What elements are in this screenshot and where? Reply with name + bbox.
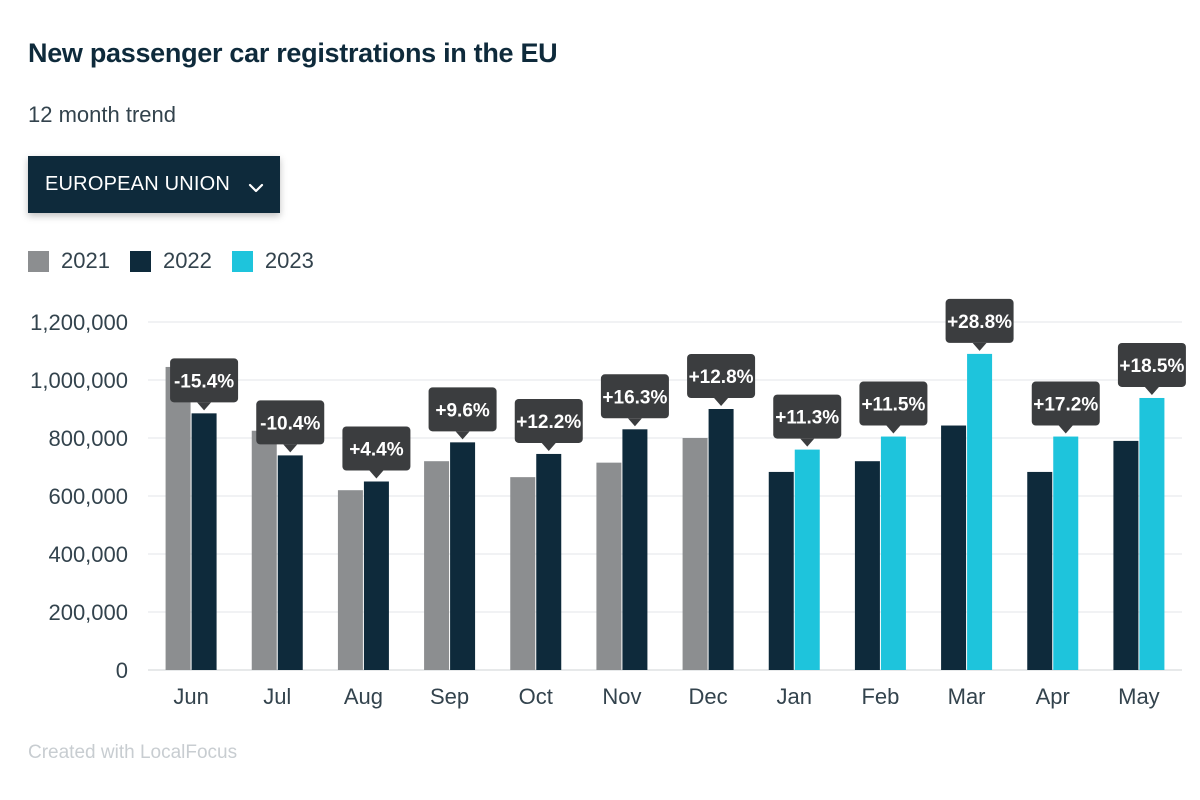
bar-2023-apr — [1053, 436, 1079, 670]
x-tick-label: Apr — [1036, 684, 1070, 709]
change-label: +28.8% — [947, 312, 1012, 333]
bar-2022-may — [1113, 440, 1139, 670]
legend-label: 2021 — [61, 248, 110, 273]
x-tick-label: Nov — [602, 684, 641, 709]
x-tick-label: Mar — [948, 684, 986, 709]
change-label: +12.8% — [689, 367, 754, 388]
change-callout-pointer — [455, 431, 470, 440]
change-label: +12.2% — [516, 412, 581, 433]
change-callout-box — [600, 374, 669, 419]
change-callout-box — [859, 381, 928, 426]
legend-item-2021[interactable]: 2021 — [28, 248, 110, 274]
legend-label: 2022 — [162, 248, 212, 273]
x-tick-label: May — [1118, 684, 1160, 709]
change-label: -15.4% — [174, 371, 234, 392]
change-callout-box — [773, 394, 842, 439]
change-callout-pointer — [800, 438, 815, 447]
legend-item-2023[interactable]: 2023 — [231, 248, 314, 274]
change-label: -10.4% — [260, 413, 320, 434]
bar-2021-nov — [596, 462, 622, 670]
legend-label: 2023 — [264, 248, 314, 273]
x-tick-label: Jul — [263, 684, 291, 709]
bar-2021-jun — [165, 366, 191, 670]
legend-swatch — [28, 250, 49, 272]
x-tick-label: Jan — [777, 684, 812, 709]
y-tick-label: 200,000 — [48, 600, 128, 625]
change-callout-box — [342, 426, 411, 471]
bar-2022-dec — [708, 409, 734, 670]
bar-2021-sep — [424, 461, 450, 670]
y-tick-label: 800,000 — [48, 426, 128, 451]
bar-2022-jan — [768, 471, 794, 670]
change-callout-pointer — [972, 342, 987, 351]
bar-2022-jun — [191, 413, 217, 670]
change-label: +16.3% — [602, 387, 667, 408]
bar-2022-nov — [622, 429, 648, 670]
change-callout-box — [256, 400, 325, 445]
y-tick-label: 1,000,000 — [30, 368, 128, 393]
change-label: +11.3% — [775, 408, 839, 429]
y-tick-label: 400,000 — [48, 542, 128, 567]
change-label: +9.6% — [435, 400, 490, 421]
region-dropdown-label: EUROPEAN UNION — [45, 173, 231, 195]
change-callout-box — [428, 387, 497, 432]
x-tick-label: Sep — [430, 684, 469, 709]
chevron-down-icon — [248, 180, 264, 192]
change-label: +11.5% — [861, 395, 925, 416]
bar-2021-oct — [510, 477, 536, 670]
change-callout-box — [514, 398, 583, 443]
bar-2022-aug — [363, 481, 389, 670]
bar-2023-may — [1139, 397, 1165, 670]
chart-subtitle: 12 month trend — [28, 102, 176, 127]
bar-2023-feb — [880, 436, 906, 670]
change-callout-box — [1031, 381, 1100, 426]
change-callout-pointer — [714, 398, 729, 406]
change-callout-pointer — [369, 470, 384, 479]
legend-item-2022[interactable]: 2022 — [129, 248, 212, 274]
bar-2022-jul — [277, 455, 303, 670]
bar-2023-mar — [967, 353, 993, 670]
change-callout-pointer — [1058, 425, 1073, 434]
change-callout-box — [1117, 342, 1186, 387]
bar-2022-mar — [941, 425, 967, 670]
change-callout-pointer — [283, 444, 298, 453]
x-tick-label: Feb — [861, 684, 899, 709]
change-callout-pointer — [1144, 386, 1159, 395]
x-tick-label: Aug — [344, 684, 383, 709]
chart-title: New passenger car registrations in the E… — [28, 38, 558, 68]
y-tick-label: 1,200,000 — [30, 310, 128, 335]
legend-swatch — [129, 250, 151, 272]
chart-legend: 2021 2022 2023 — [28, 248, 334, 274]
y-tick-label: 0 — [116, 658, 128, 683]
change-callout-box — [170, 358, 239, 403]
change-callout-box — [945, 298, 1014, 343]
x-tick-label: Dec — [689, 684, 728, 709]
change-callout-pointer — [197, 402, 212, 411]
x-tick-label: Oct — [519, 684, 553, 709]
change-callout-box — [687, 354, 756, 398]
bar-2021-jul — [251, 430, 277, 670]
y-tick-label: 600,000 — [48, 484, 128, 509]
footer-credit: Created with LocalFocus — [28, 742, 238, 763]
change-callout-pointer — [886, 425, 901, 434]
x-tick-label: Jun — [173, 684, 208, 709]
change-callout-pointer — [627, 418, 642, 427]
bar-2021-dec — [682, 438, 708, 670]
change-label: +4.4% — [349, 440, 404, 461]
change-callout-pointer — [541, 442, 556, 451]
bar-2022-feb — [854, 461, 880, 670]
bar-2022-apr — [1027, 471, 1053, 670]
change-label: +17.2% — [1033, 395, 1098, 416]
bar-2022-oct — [536, 453, 562, 670]
bar-2023-jan — [794, 449, 820, 670]
bar-2022-sep — [450, 442, 476, 670]
legend-swatch — [231, 250, 253, 272]
bar-2021-aug — [337, 490, 363, 670]
region-dropdown[interactable]: EUROPEAN UNION — [28, 156, 280, 213]
change-label: +18.5% — [1119, 356, 1184, 377]
